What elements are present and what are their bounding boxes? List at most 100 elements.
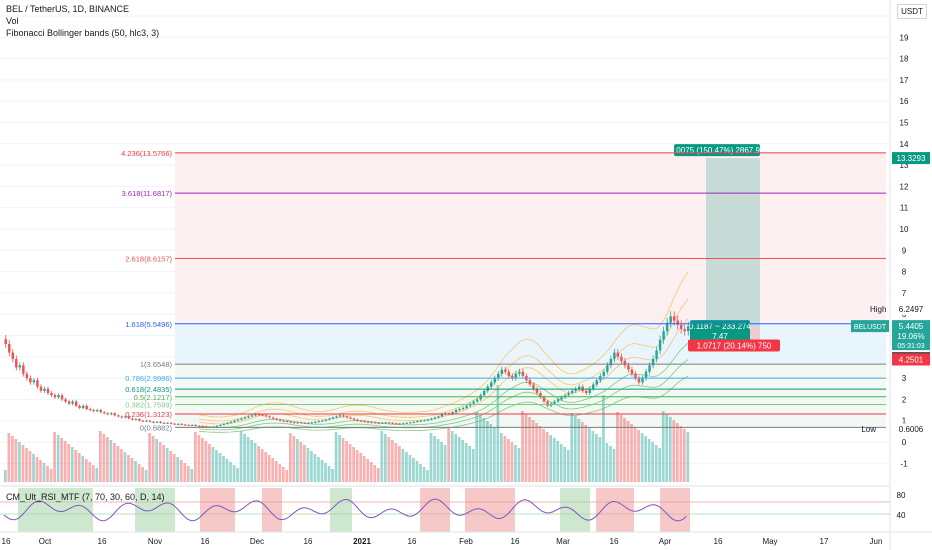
candle-body: [342, 415, 345, 417]
volume-bar: [475, 412, 479, 482]
volume-bar: [510, 442, 514, 482]
volume-bar: [538, 426, 542, 482]
candle-body: [384, 422, 387, 424]
volume-bar: [563, 447, 567, 482]
currency-badge[interactable]: USDT: [897, 4, 927, 19]
volume-bar: [647, 439, 651, 482]
volume-bar: [278, 464, 282, 482]
volume-bar: [482, 418, 486, 482]
volume-bar: [637, 430, 640, 482]
long-position-tool[interactable]: 8.0075 (150.47%) 2867.94 0.1187 ~ 233.274…: [670, 144, 780, 352]
volume-bar: [545, 432, 549, 482]
volume-bar: [95, 468, 99, 482]
fib-label: 4.236(13.5766): [121, 149, 172, 158]
candle-body: [314, 421, 317, 423]
candle-body: [514, 373, 518, 379]
volume-bar: [77, 453, 81, 482]
candle-body: [215, 425, 219, 427]
volume-legend[interactable]: Vol: [6, 16, 19, 26]
volume-bar: [556, 441, 560, 482]
candle-body: [268, 416, 271, 418]
volume-bar: [373, 465, 377, 482]
candle-body: [60, 395, 64, 400]
price-tick-label: -1: [900, 459, 908, 468]
candle-body: [672, 316, 676, 321]
volume-bars: [4, 385, 690, 482]
price-tick-label: 7: [902, 289, 907, 298]
volume-bar: [109, 440, 113, 482]
rsi-legend[interactable]: CM_Ult_RSI_MTF (7, 70, 30, 60, D, 14): [6, 492, 165, 502]
volume-bar: [11, 436, 14, 482]
entry-label-text: 7.47: [712, 332, 728, 341]
candle-body: [317, 421, 321, 423]
candle-body: [679, 324, 683, 330]
candle-body: [71, 401, 74, 404]
volume-bar: [204, 441, 208, 482]
volume-bar: [514, 445, 517, 482]
volume-bar: [577, 419, 581, 482]
volume-bar: [436, 439, 440, 482]
volume-bar: [457, 437, 461, 482]
candle-body: [296, 422, 299, 424]
fib-levels: 4.236(13.5766) 3.618(11.6817) 2.618(8.6157…: [121, 149, 886, 432]
volume-bar: [609, 446, 612, 482]
volume-bar: [352, 447, 355, 482]
candle-body: [567, 393, 570, 396]
candle-body: [556, 399, 560, 402]
candle-body: [310, 422, 314, 424]
price-tick-label: 10: [900, 225, 909, 234]
candle-body: [282, 420, 285, 422]
volume-bar: [355, 450, 359, 482]
candle-body: [377, 422, 380, 424]
volume-bar: [338, 435, 341, 482]
candle-body: [15, 358, 18, 368]
candle-body: [609, 358, 613, 366]
candle-body: [356, 419, 359, 421]
volume-bar: [443, 445, 447, 482]
candle-body: [88, 408, 92, 411]
volume-bar: [113, 443, 116, 482]
volume-bar: [81, 456, 85, 482]
volume-bar: [222, 456, 225, 482]
candle-body: [349, 417, 352, 419]
volume-bar: [362, 456, 366, 482]
candle-body: [324, 419, 328, 421]
time-tick-label: Dec: [250, 537, 264, 546]
time-tick-label: Mar: [556, 537, 570, 546]
high-price-badge: [892, 302, 930, 315]
symbol-title[interactable]: BEL / TetherUS, 1D, BINANCE: [6, 4, 130, 14]
candle-body: [651, 358, 655, 366]
indicator-legend[interactable]: Fibonacci Bollinger bands (50, hlc3, 3): [6, 28, 160, 38]
stop-label: [688, 339, 780, 352]
time-tick-label: Jun: [870, 537, 883, 546]
candle-body: [676, 320, 679, 325]
volume-bar: [591, 431, 595, 482]
volume-bar: [665, 414, 669, 482]
time-tick-label: Feb: [459, 537, 473, 546]
candle-body: [472, 401, 475, 404]
price-tick-label: 18: [900, 55, 909, 64]
candle-body: [352, 418, 356, 420]
time-tick-label: 16: [511, 537, 520, 546]
candle-body: [85, 405, 88, 409]
candle-body: [345, 416, 349, 418]
volume-bar: [84, 459, 88, 482]
price-tick-label: 8: [902, 268, 907, 277]
volume-bar: [281, 467, 285, 482]
candle-body: [373, 422, 377, 424]
volume-bar: [566, 450, 570, 482]
volume-bar: [91, 465, 95, 482]
candle-body: [36, 380, 39, 387]
candle-body: [461, 407, 465, 409]
time-tick-label: 16: [98, 537, 107, 546]
volume-bar: [651, 442, 655, 482]
time-tick-label: 16: [610, 537, 619, 546]
volume-bar: [288, 433, 292, 482]
volume-bar: [229, 462, 232, 482]
candle-body: [493, 378, 496, 383]
candle-body: [542, 397, 546, 402]
candle-body: [363, 421, 366, 423]
band-lower: [175, 364, 886, 428]
candle-body: [602, 371, 606, 376]
